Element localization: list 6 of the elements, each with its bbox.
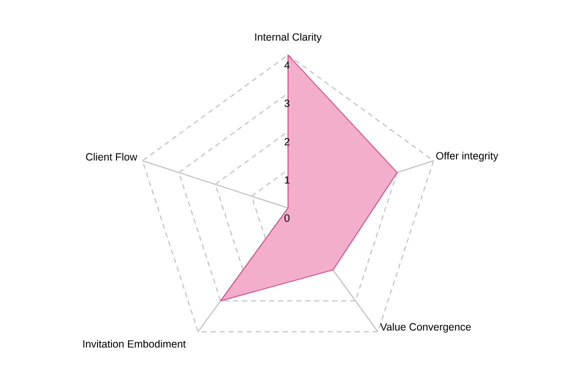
spoke-label: Offer integrity (436, 152, 498, 162)
spoke-label: Value Convergence (380, 322, 471, 333)
spoke-label: Client Flow (86, 152, 138, 161)
spoke-label: Invitation Embodiment (83, 340, 186, 348)
spoke-label: Internal Clarity (255, 33, 322, 43)
y-tick-label: 0 (284, 214, 290, 222)
